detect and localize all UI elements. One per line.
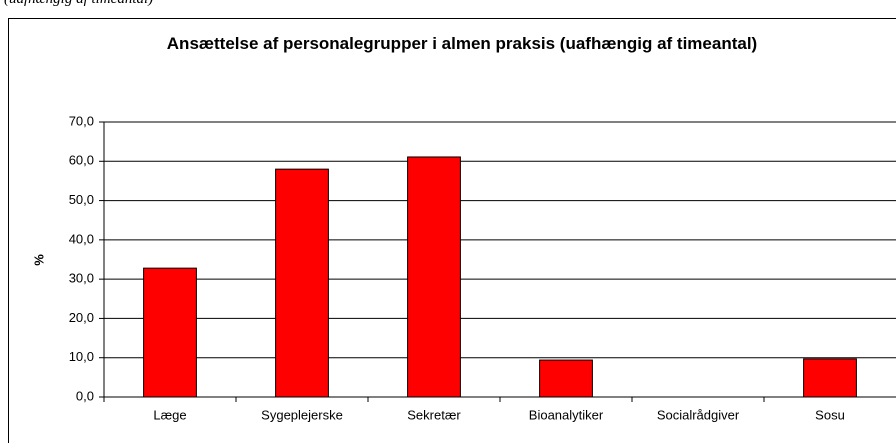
- y-tick-label: 70,0: [69, 113, 94, 128]
- bar: [407, 156, 461, 398]
- x-tick-label: Sygeplejerske: [261, 407, 343, 422]
- x-tick-label: Sekretær: [407, 407, 461, 422]
- x-tick-label: Socialrådgiver: [657, 407, 740, 422]
- y-tick-label: 30,0: [69, 271, 94, 286]
- x-tick-label: Bioanalytiker: [529, 407, 604, 422]
- bar: [275, 168, 329, 398]
- y-tick-label: 20,0: [69, 310, 94, 325]
- y-tick-label: 10,0: [69, 349, 94, 364]
- caption: (uafhængig af timeantal): [4, 0, 153, 8]
- bar: [143, 267, 197, 398]
- y-tick-label: 0,0: [76, 388, 94, 403]
- y-axis-label: %: [31, 254, 46, 266]
- y-tick-label: 40,0: [69, 231, 94, 246]
- chart-frame: [8, 18, 896, 443]
- chart-title: Ansættelse af personalegrupper i almen p…: [166, 34, 758, 53]
- bar: [539, 359, 593, 398]
- x-tick-label: Sosu: [815, 407, 845, 422]
- x-tick-label: Læge: [153, 407, 186, 422]
- y-tick-label: 60,0: [69, 153, 94, 168]
- bar: [803, 358, 857, 398]
- y-tick-label: 50,0: [69, 192, 94, 207]
